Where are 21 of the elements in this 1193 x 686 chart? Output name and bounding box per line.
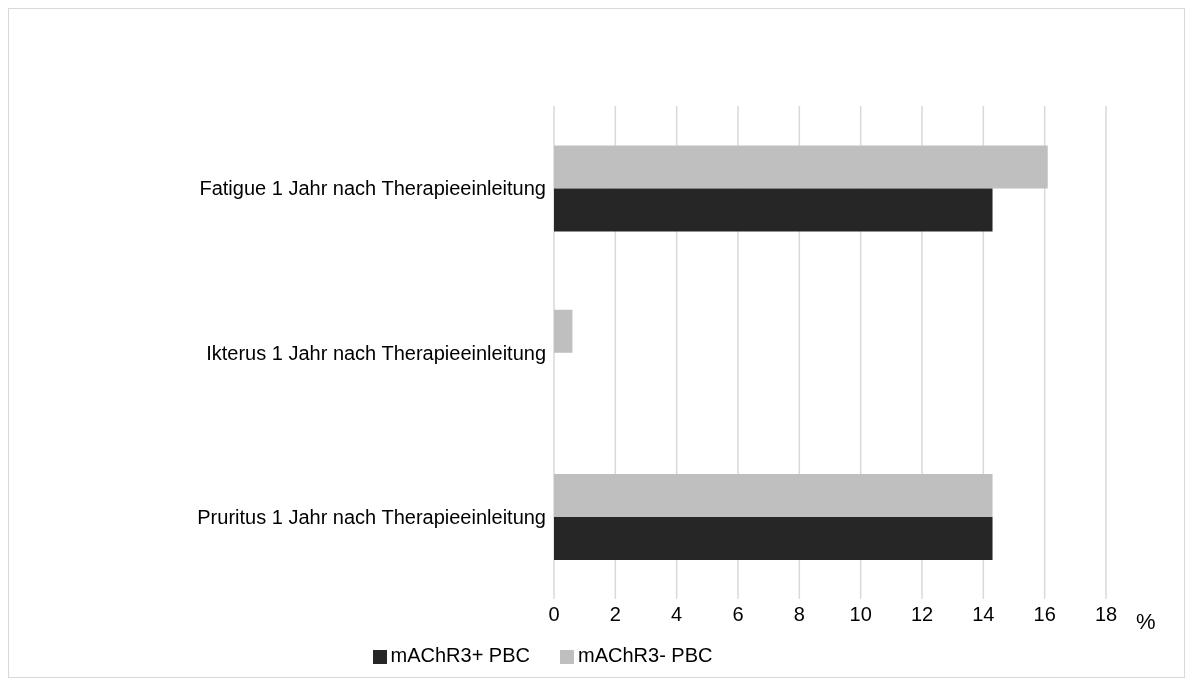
bar — [554, 188, 993, 232]
legend-label: mAChR3+ PBC — [390, 644, 530, 666]
x-tick-label: 0 — [548, 603, 560, 626]
x-axis-title: % — [1136, 609, 1156, 635]
x-tick-label: 4 — [671, 603, 683, 626]
x-tick-label: 8 — [793, 603, 805, 626]
bar — [554, 309, 573, 353]
bar — [554, 145, 1048, 189]
bar — [554, 517, 993, 561]
legend-label: mAChR3- PBC — [578, 644, 713, 666]
x-tick-label: 16 — [1033, 603, 1056, 626]
x-tick-label: 14 — [972, 603, 995, 626]
y-tick-label: Fatigue 1 Jahr nach Therapieeinleitung — [199, 177, 546, 200]
x-tick-label: 12 — [910, 603, 934, 626]
x-tick-label: 10 — [849, 603, 872, 626]
y-tick-label: Ikterus 1 Jahr nach Therapieeinleitung — [206, 341, 546, 364]
x-tick-label: 18 — [1094, 603, 1118, 626]
x-tick-label: 6 — [732, 603, 744, 626]
y-tick-label: Pruritus 1 Jahr nach Therapieeinleitung — [197, 505, 546, 528]
x-tick-label: 2 — [609, 603, 621, 626]
bar — [554, 474, 993, 518]
